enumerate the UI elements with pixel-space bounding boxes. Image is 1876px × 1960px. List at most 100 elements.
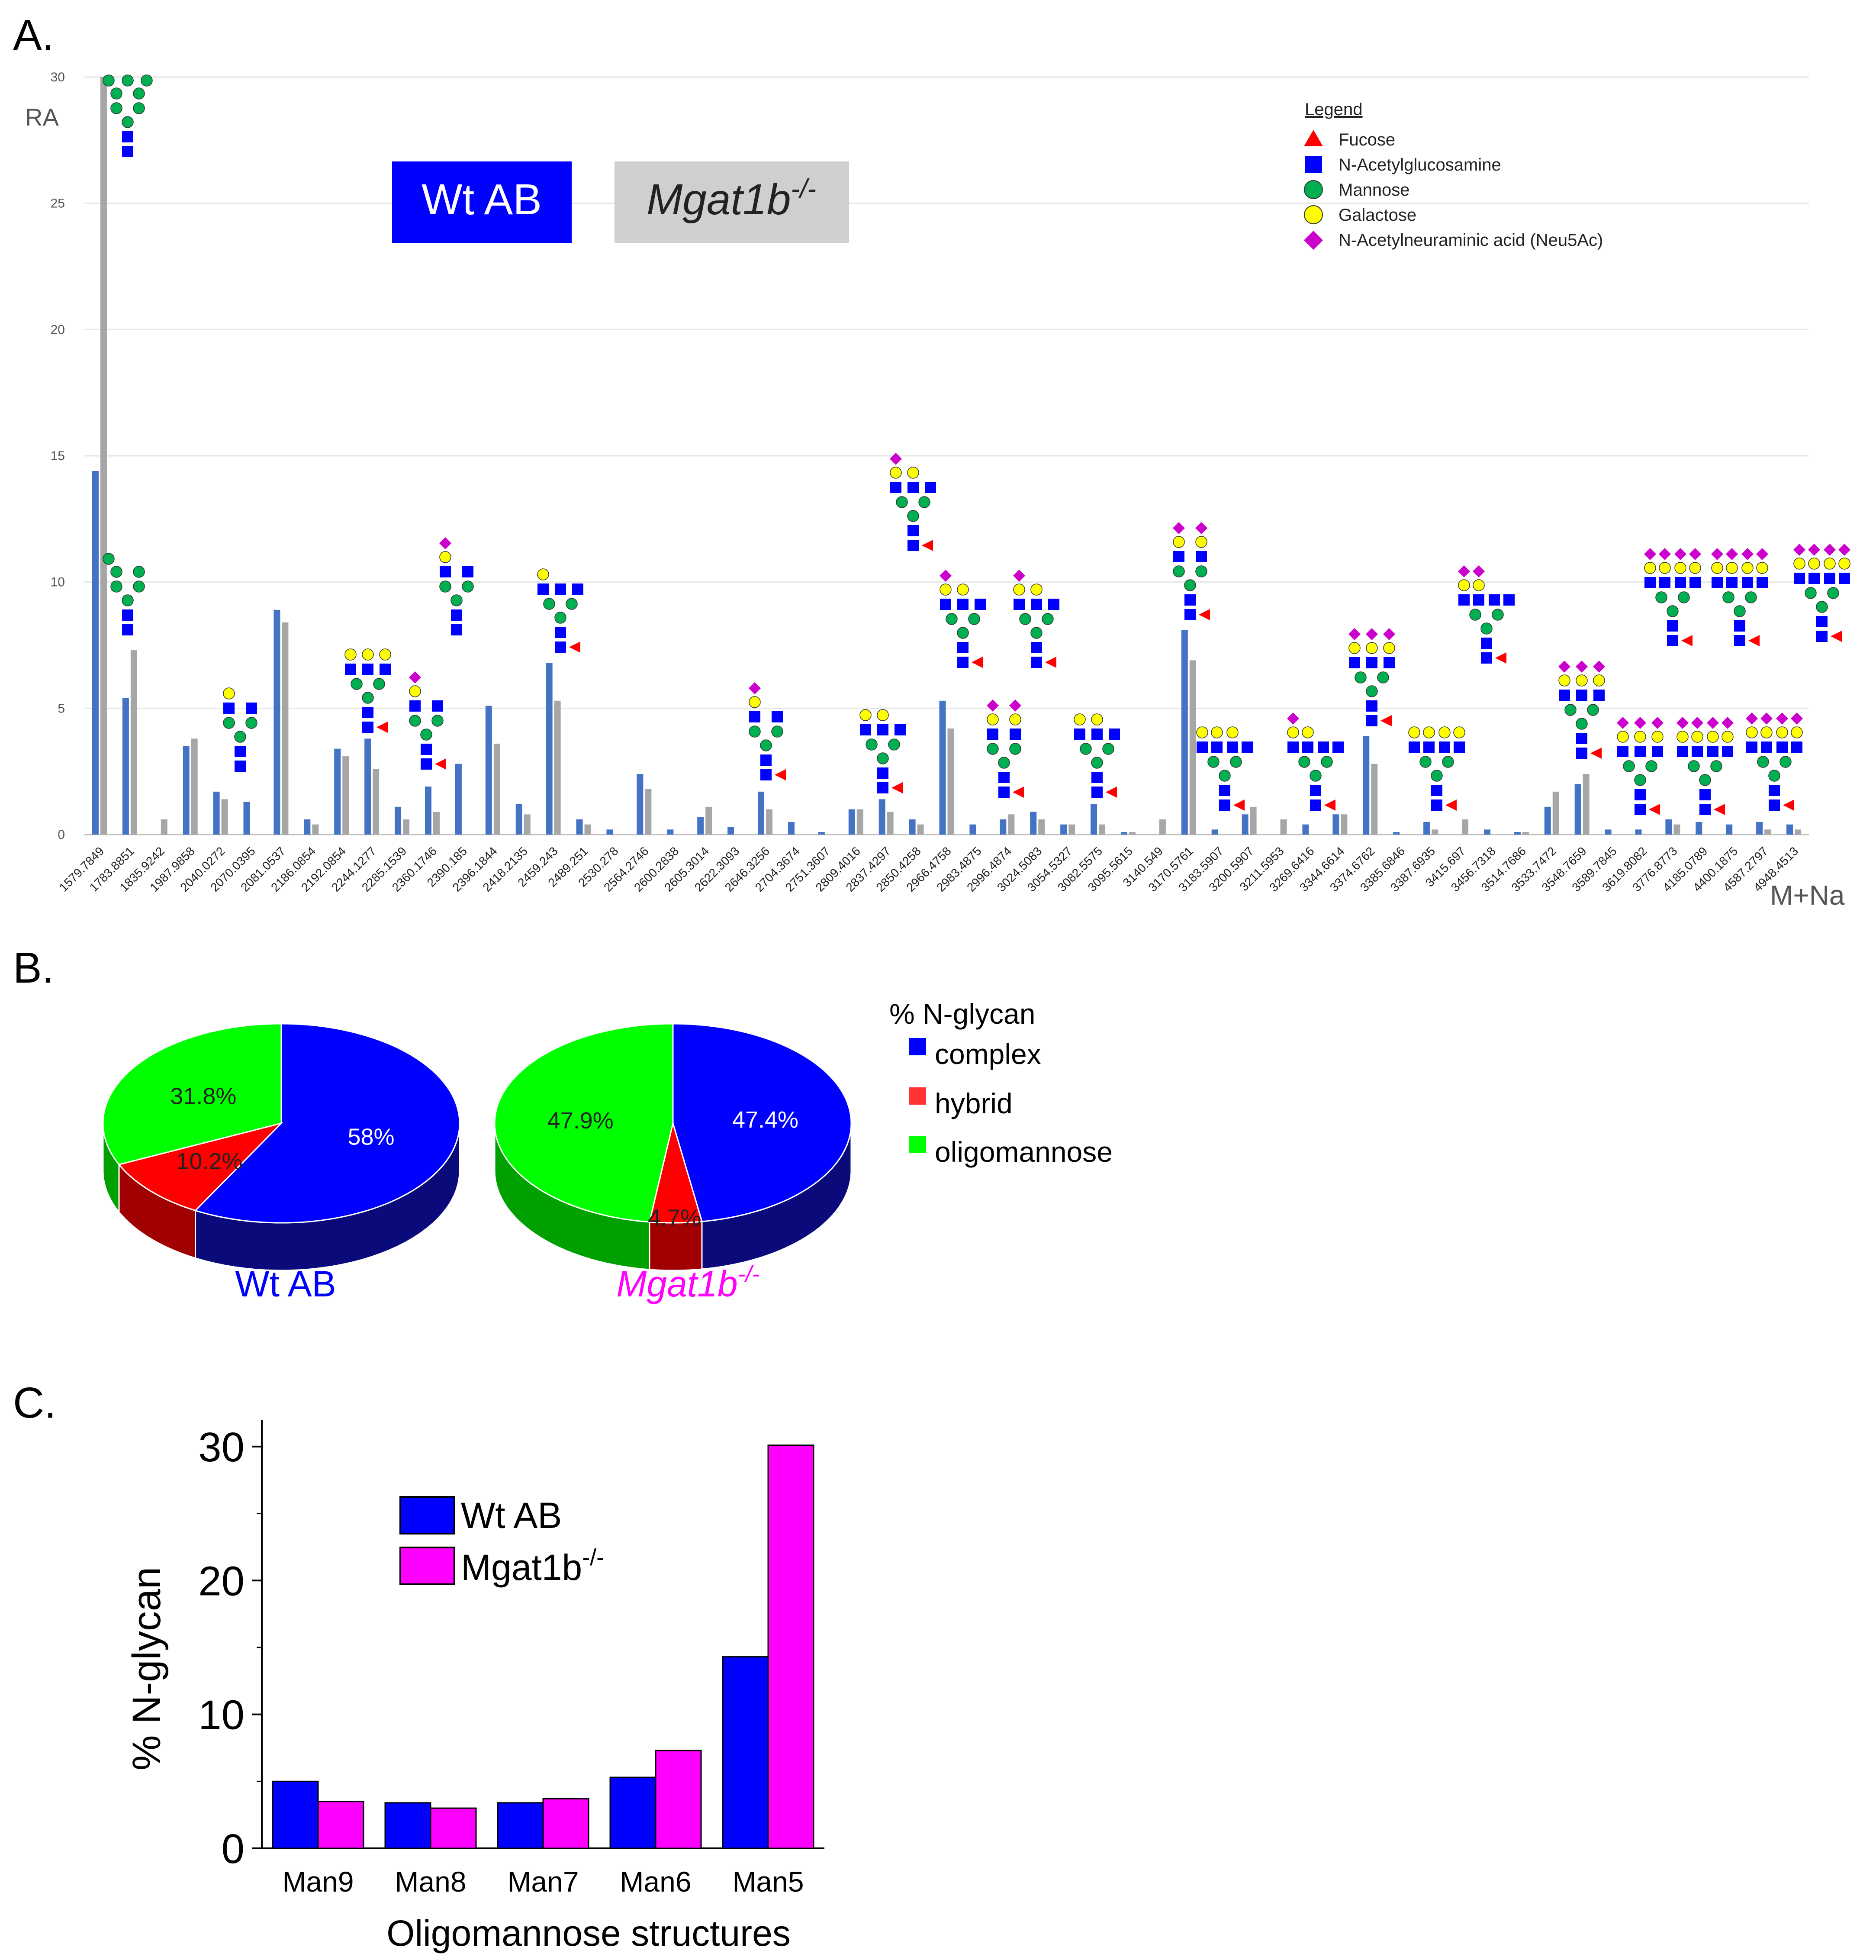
neu5ac-icon	[1674, 548, 1686, 560]
c-bar-wt	[497, 1802, 544, 1849]
glcnac-icon	[1184, 609, 1196, 620]
ms-bar-wt	[1544, 806, 1551, 835]
glcnac-icon	[1031, 657, 1042, 668]
galactose-icon	[1408, 726, 1420, 738]
galactose-icon	[1304, 205, 1323, 224]
glcnac-icon	[1791, 741, 1802, 753]
mannose-icon	[1805, 587, 1817, 599]
glcnac-icon	[1318, 741, 1329, 753]
galactose-icon	[537, 568, 549, 580]
glcnac-icon	[246, 703, 257, 714]
glcnac-icon	[957, 599, 969, 610]
ms-bar-wt	[455, 764, 462, 835]
mannose-icon	[1768, 770, 1780, 782]
mannose-icon	[1576, 718, 1588, 730]
fucose-icon	[1045, 657, 1056, 668]
glcnac-icon	[1014, 599, 1025, 610]
mannose-icon	[1722, 591, 1734, 603]
glcnac-icon	[1010, 729, 1021, 740]
fucose-icon	[1681, 635, 1693, 646]
ms-bar-wt	[1635, 829, 1642, 835]
galactose-icon	[1074, 713, 1086, 725]
glcnac-icon	[772, 711, 783, 722]
c-legend-label-wt: Wt AB	[461, 1495, 562, 1536]
fucose-icon	[1106, 787, 1117, 798]
ms-bar-mutant	[1250, 806, 1257, 835]
glcnac-icon	[1761, 741, 1772, 753]
neu5ac-icon	[940, 570, 952, 582]
glcnac-icon	[877, 767, 888, 779]
glcnac-icon	[1109, 729, 1120, 740]
glcnac-icon	[1305, 156, 1322, 173]
glcnac-icon	[122, 131, 133, 142]
glcnac-icon	[1808, 573, 1820, 584]
galactose-icon	[1746, 726, 1758, 738]
galactose-icon	[1824, 558, 1836, 570]
ms-x-axis-label: M+Na	[1770, 880, 1845, 911]
fucose-icon	[1495, 652, 1506, 664]
ms-bar-wt	[1514, 832, 1521, 835]
glcnac-icon	[1431, 799, 1442, 811]
glcnac-icon	[362, 664, 373, 675]
glcnac-icon	[1726, 577, 1738, 588]
glcnac-icon	[1593, 690, 1605, 701]
glcnac-icon	[1824, 573, 1835, 584]
mannose-icon	[141, 74, 153, 87]
mannose-icon	[450, 594, 463, 606]
mannose-icon	[133, 580, 145, 593]
neu5ac-icon	[1760, 712, 1773, 725]
galactose-icon	[1593, 674, 1605, 687]
ms-bar-wt	[243, 802, 250, 835]
pie-legend-title: % N-glycan	[889, 998, 1035, 1030]
ms-bar-wt	[909, 819, 916, 835]
galactose-icon	[940, 583, 952, 596]
c-x-tick-label: Man9	[282, 1866, 354, 1898]
galactose-icon	[1195, 536, 1207, 548]
galactose-icon	[1438, 726, 1451, 738]
glcnac-icon	[451, 609, 462, 621]
glcnac-icon	[432, 700, 443, 712]
glcnac-icon	[1707, 746, 1718, 757]
c-bar-mutant	[767, 1444, 814, 1849]
pie-slice-hybrid	[118, 1122, 283, 1212]
pie-legend-swatch-complex	[909, 1038, 926, 1055]
galactose-icon	[1453, 726, 1465, 738]
ms-bar-mutant	[161, 819, 167, 835]
ms-bar-wt	[1060, 824, 1067, 835]
mannose-icon	[1678, 591, 1690, 603]
neu5ac-icon	[1808, 544, 1820, 556]
glcnac-icon	[1431, 785, 1442, 796]
galactose-icon	[1793, 558, 1805, 570]
mannose-icon	[1587, 704, 1599, 716]
galactose-icon	[1707, 731, 1719, 743]
mannose-icon	[877, 752, 889, 764]
glcnac-icon	[907, 525, 919, 536]
glcnac-icon	[1423, 741, 1435, 753]
mannose-icon	[760, 739, 772, 751]
glcnac-icon	[1576, 690, 1587, 701]
glcnac-icon	[362, 722, 373, 733]
mannose-icon	[1419, 756, 1432, 768]
mannose-icon	[771, 725, 783, 738]
ms-bar-wt	[92, 471, 99, 835]
neu5ac-icon	[1593, 661, 1605, 673]
glcnac-icon	[957, 642, 969, 653]
neu5ac-icon	[1651, 717, 1664, 729]
galactose-icon	[1013, 583, 1025, 596]
fucose-icon	[1649, 804, 1660, 815]
mannose-icon	[1827, 587, 1839, 599]
mannose-icon	[1480, 622, 1493, 635]
ms-bar-wt	[939, 700, 946, 835]
glcnac-icon	[957, 657, 969, 668]
mannose-icon	[1207, 756, 1220, 768]
ms-bar-wt	[1091, 804, 1097, 835]
ms-bar-mutant	[1462, 819, 1469, 835]
glcnac-icon	[223, 703, 235, 714]
ms-bar-mutant	[130, 650, 137, 835]
mannose-icon	[998, 757, 1010, 769]
glcnac-icon	[421, 744, 432, 755]
mannose-icon	[1442, 756, 1454, 768]
mannose-icon	[373, 678, 385, 690]
glcnac-icon	[877, 782, 888, 793]
neu5ac-icon	[439, 537, 451, 549]
